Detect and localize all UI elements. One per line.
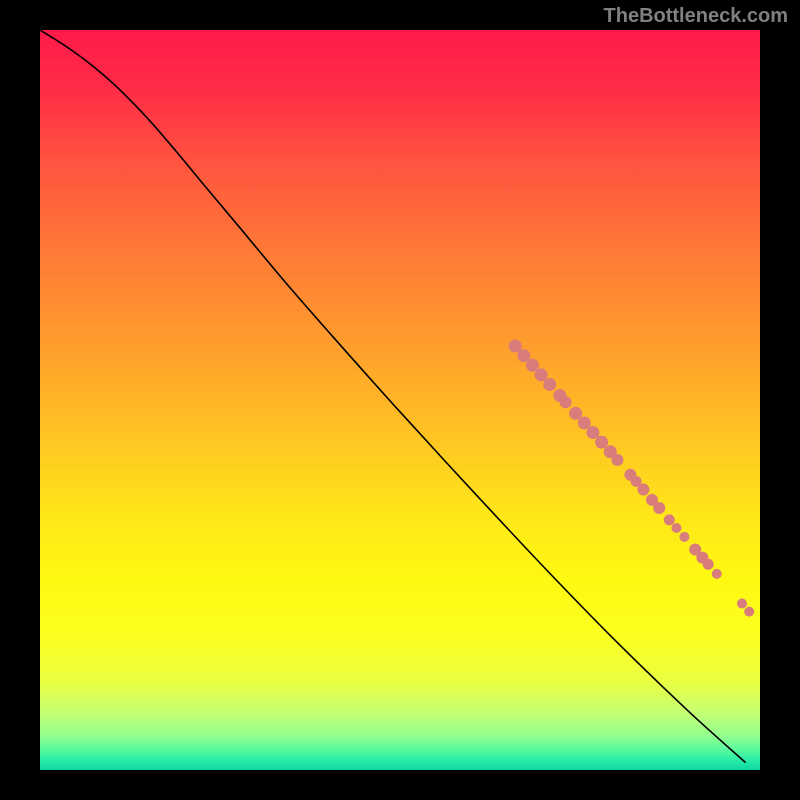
data-marker (526, 359, 539, 372)
data-marker (664, 514, 675, 525)
data-marker (737, 599, 747, 609)
data-marker (611, 454, 623, 466)
data-marker (703, 559, 714, 570)
data-marker (595, 436, 608, 449)
data-marker (653, 502, 665, 514)
gradient-chart (0, 0, 800, 800)
data-marker (671, 523, 681, 533)
data-marker (637, 484, 649, 496)
data-marker (535, 368, 548, 381)
data-marker (543, 378, 556, 391)
data-marker (712, 569, 722, 579)
data-marker (560, 396, 572, 408)
data-marker (744, 607, 754, 617)
watermark-label: TheBottleneck.com (604, 5, 788, 28)
data-marker (586, 426, 599, 439)
plot-background (40, 30, 760, 770)
data-marker (509, 339, 522, 352)
data-marker (578, 416, 591, 429)
data-marker (569, 407, 582, 420)
data-marker (517, 349, 530, 362)
data-marker (679, 532, 689, 542)
figure-root: TheBottleneck.com (0, 0, 800, 800)
